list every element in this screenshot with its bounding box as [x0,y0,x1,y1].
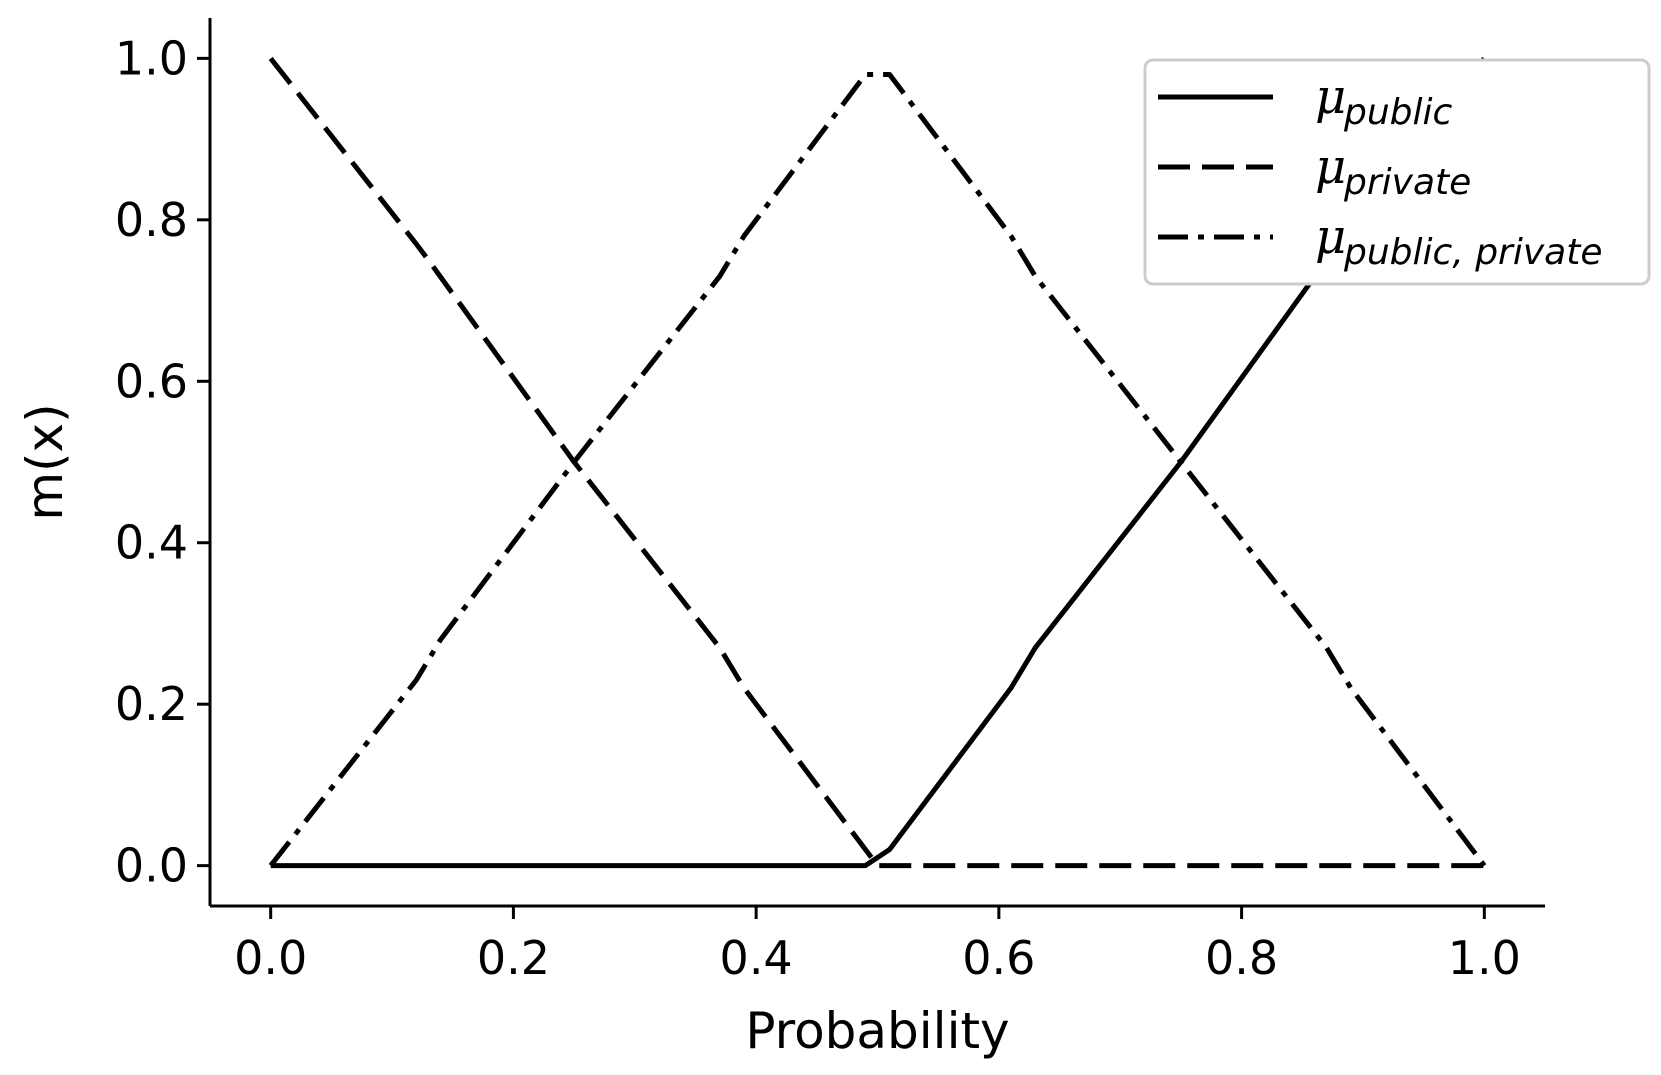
y-tick-label: 0.8 [115,193,188,247]
y-tick-label: 1.0 [115,31,188,85]
y-tick-label: 0.6 [115,354,188,408]
x-tick-label: 0.2 [477,931,550,985]
series-line-2 [268,56,1485,869]
x-tick-label: 0.8 [1205,931,1278,985]
legend-entry-label: private [1343,162,1471,203]
legend-mu-symbol: μ [1315,139,1346,195]
y-axis-title: m(x) [16,403,74,520]
series-line-3 [268,72,1487,868]
plot-area [268,56,1487,869]
y-tick-label: 0.0 [115,839,188,893]
x-axis-title: Probability [745,1002,1009,1060]
x-tick-label: 1.0 [1448,931,1521,985]
y-axis: 0.0 0.2 0.4 0.6 0.8 1.0 [115,18,212,906]
x-tick-label: 0.6 [962,931,1035,985]
legend-entry-label: public, private [1343,232,1603,273]
legend-entry-label: public [1343,92,1453,133]
legend-mu-symbol: μ [1315,69,1346,125]
x-axis: 0.0 0.2 0.4 0.6 0.8 1.0 [210,904,1545,985]
x-tick-label: 0.4 [720,931,793,985]
x-tick-label: 0.0 [234,931,307,985]
y-tick-label: 0.4 [115,516,188,570]
series-line-1 [270,56,1487,869]
legend-mu-symbol: μ [1315,209,1346,265]
legend-box [1143,58,1651,286]
y-tick-label: 0.2 [115,677,188,731]
